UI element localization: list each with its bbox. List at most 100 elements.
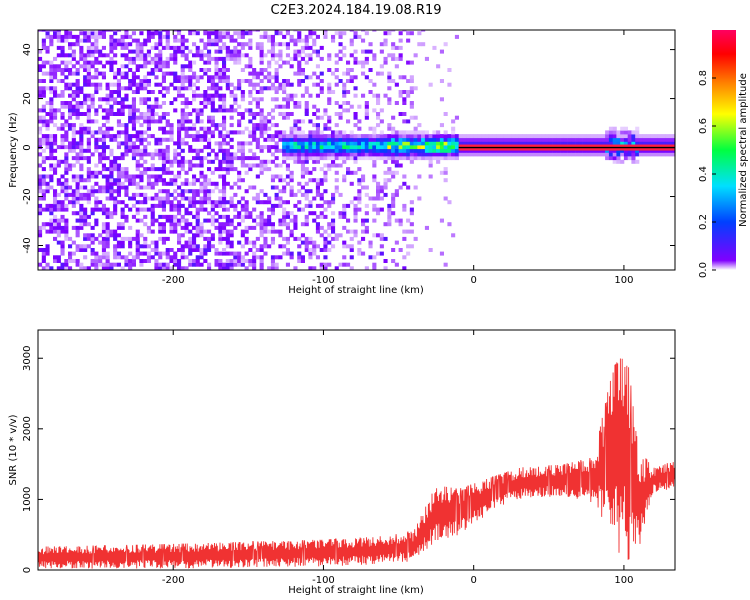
heat-cell	[357, 200, 362, 205]
heat-cell	[233, 38, 238, 43]
heat-cell	[357, 141, 362, 146]
heat-cell	[105, 233, 110, 238]
heat-cell	[387, 207, 392, 212]
heat-cell	[207, 60, 212, 65]
heat-cell	[237, 211, 242, 216]
heat-cell	[616, 130, 621, 135]
heat-cell	[361, 222, 366, 227]
heat-cell	[413, 53, 418, 58]
heat-cell	[210, 189, 215, 194]
heat-cell	[432, 141, 437, 146]
heat-cell	[105, 229, 110, 234]
heat-cell	[150, 115, 155, 120]
heat-cell	[391, 196, 396, 201]
heat-cell	[259, 86, 264, 91]
heat-cell	[428, 148, 433, 153]
heat-cell	[79, 30, 84, 32]
heat-cell	[169, 229, 174, 234]
heat-cell	[274, 134, 279, 139]
heat-cell	[180, 159, 185, 164]
heat-cell	[240, 112, 245, 116]
heat-cell	[38, 126, 43, 131]
heat-cell	[188, 119, 193, 124]
heat-cell	[342, 130, 347, 135]
heat-cell	[131, 214, 136, 219]
colorbar-tick-label: 0.6	[698, 118, 709, 134]
heat-cell	[605, 130, 610, 135]
heat-cell	[526, 148, 531, 153]
heat-cell	[68, 126, 73, 131]
heat-cell	[391, 42, 396, 47]
heat-cell	[394, 170, 399, 175]
heat-cell	[53, 255, 58, 260]
heat-cell	[406, 251, 411, 256]
heat-cell	[297, 137, 302, 142]
heat-cell	[387, 141, 392, 146]
heat-cell	[319, 211, 324, 216]
heat-cell	[353, 203, 358, 208]
heat-cell	[101, 262, 106, 267]
heat-cell	[361, 156, 366, 161]
heat-cell	[143, 244, 148, 249]
heat-cell	[53, 218, 58, 223]
heat-cell	[477, 137, 482, 142]
heat-cell	[331, 130, 336, 135]
heat-cell	[308, 145, 313, 150]
heat-cell	[49, 229, 54, 234]
heat-cell	[665, 148, 670, 153]
heat-cell	[56, 233, 61, 238]
heat-cell	[225, 200, 230, 205]
heat-cell	[188, 211, 193, 216]
heat-cell	[233, 60, 238, 65]
heat-cell	[387, 123, 392, 128]
heat-cell	[45, 141, 50, 146]
heat-cell	[225, 82, 230, 87]
heat-cell	[462, 134, 467, 139]
heat-cell	[49, 178, 54, 183]
heat-cell	[282, 60, 287, 65]
heat-cell	[109, 56, 114, 61]
heat-cell	[180, 163, 185, 168]
heat-cell	[315, 229, 320, 234]
heat-cell	[451, 156, 456, 161]
heat-cell	[53, 68, 58, 72]
heat-cell	[229, 90, 234, 94]
heat-cell	[222, 123, 227, 128]
heat-cell	[319, 90, 324, 94]
heat-cell	[161, 178, 166, 183]
heat-cell	[94, 141, 99, 146]
heat-cell	[128, 134, 133, 139]
spectrogram-ytick-label: 40	[22, 43, 33, 56]
heat-cell	[169, 207, 174, 212]
heat-cell	[86, 71, 91, 76]
heat-cell	[222, 207, 227, 212]
heat-cell	[60, 141, 65, 146]
heat-cell	[180, 123, 185, 128]
heat-cell	[203, 192, 208, 197]
heat-cell	[312, 104, 317, 109]
heat-cell	[364, 31, 369, 36]
heat-cell	[454, 134, 459, 139]
spectrogram-xtick-label: 0	[470, 275, 476, 286]
heat-cell	[285, 115, 290, 120]
heat-cell	[372, 174, 377, 179]
heat-cell	[312, 266, 317, 270]
heat-cell	[331, 152, 336, 157]
heat-cell	[582, 141, 587, 146]
heat-cell	[315, 137, 320, 142]
heat-cell	[327, 262, 332, 267]
heat-cell	[297, 119, 302, 124]
heat-cell	[285, 112, 290, 116]
heat-cell	[342, 86, 347, 91]
heat-cell	[327, 248, 332, 252]
heat-cell	[158, 90, 163, 94]
heat-cell	[387, 134, 392, 139]
heat-cell	[522, 137, 527, 142]
heat-cell	[195, 86, 200, 91]
heat-cell	[188, 112, 193, 116]
heat-cell	[169, 255, 174, 260]
heat-cell	[98, 259, 103, 263]
heat-cell	[327, 90, 332, 94]
heat-cell	[421, 156, 426, 161]
